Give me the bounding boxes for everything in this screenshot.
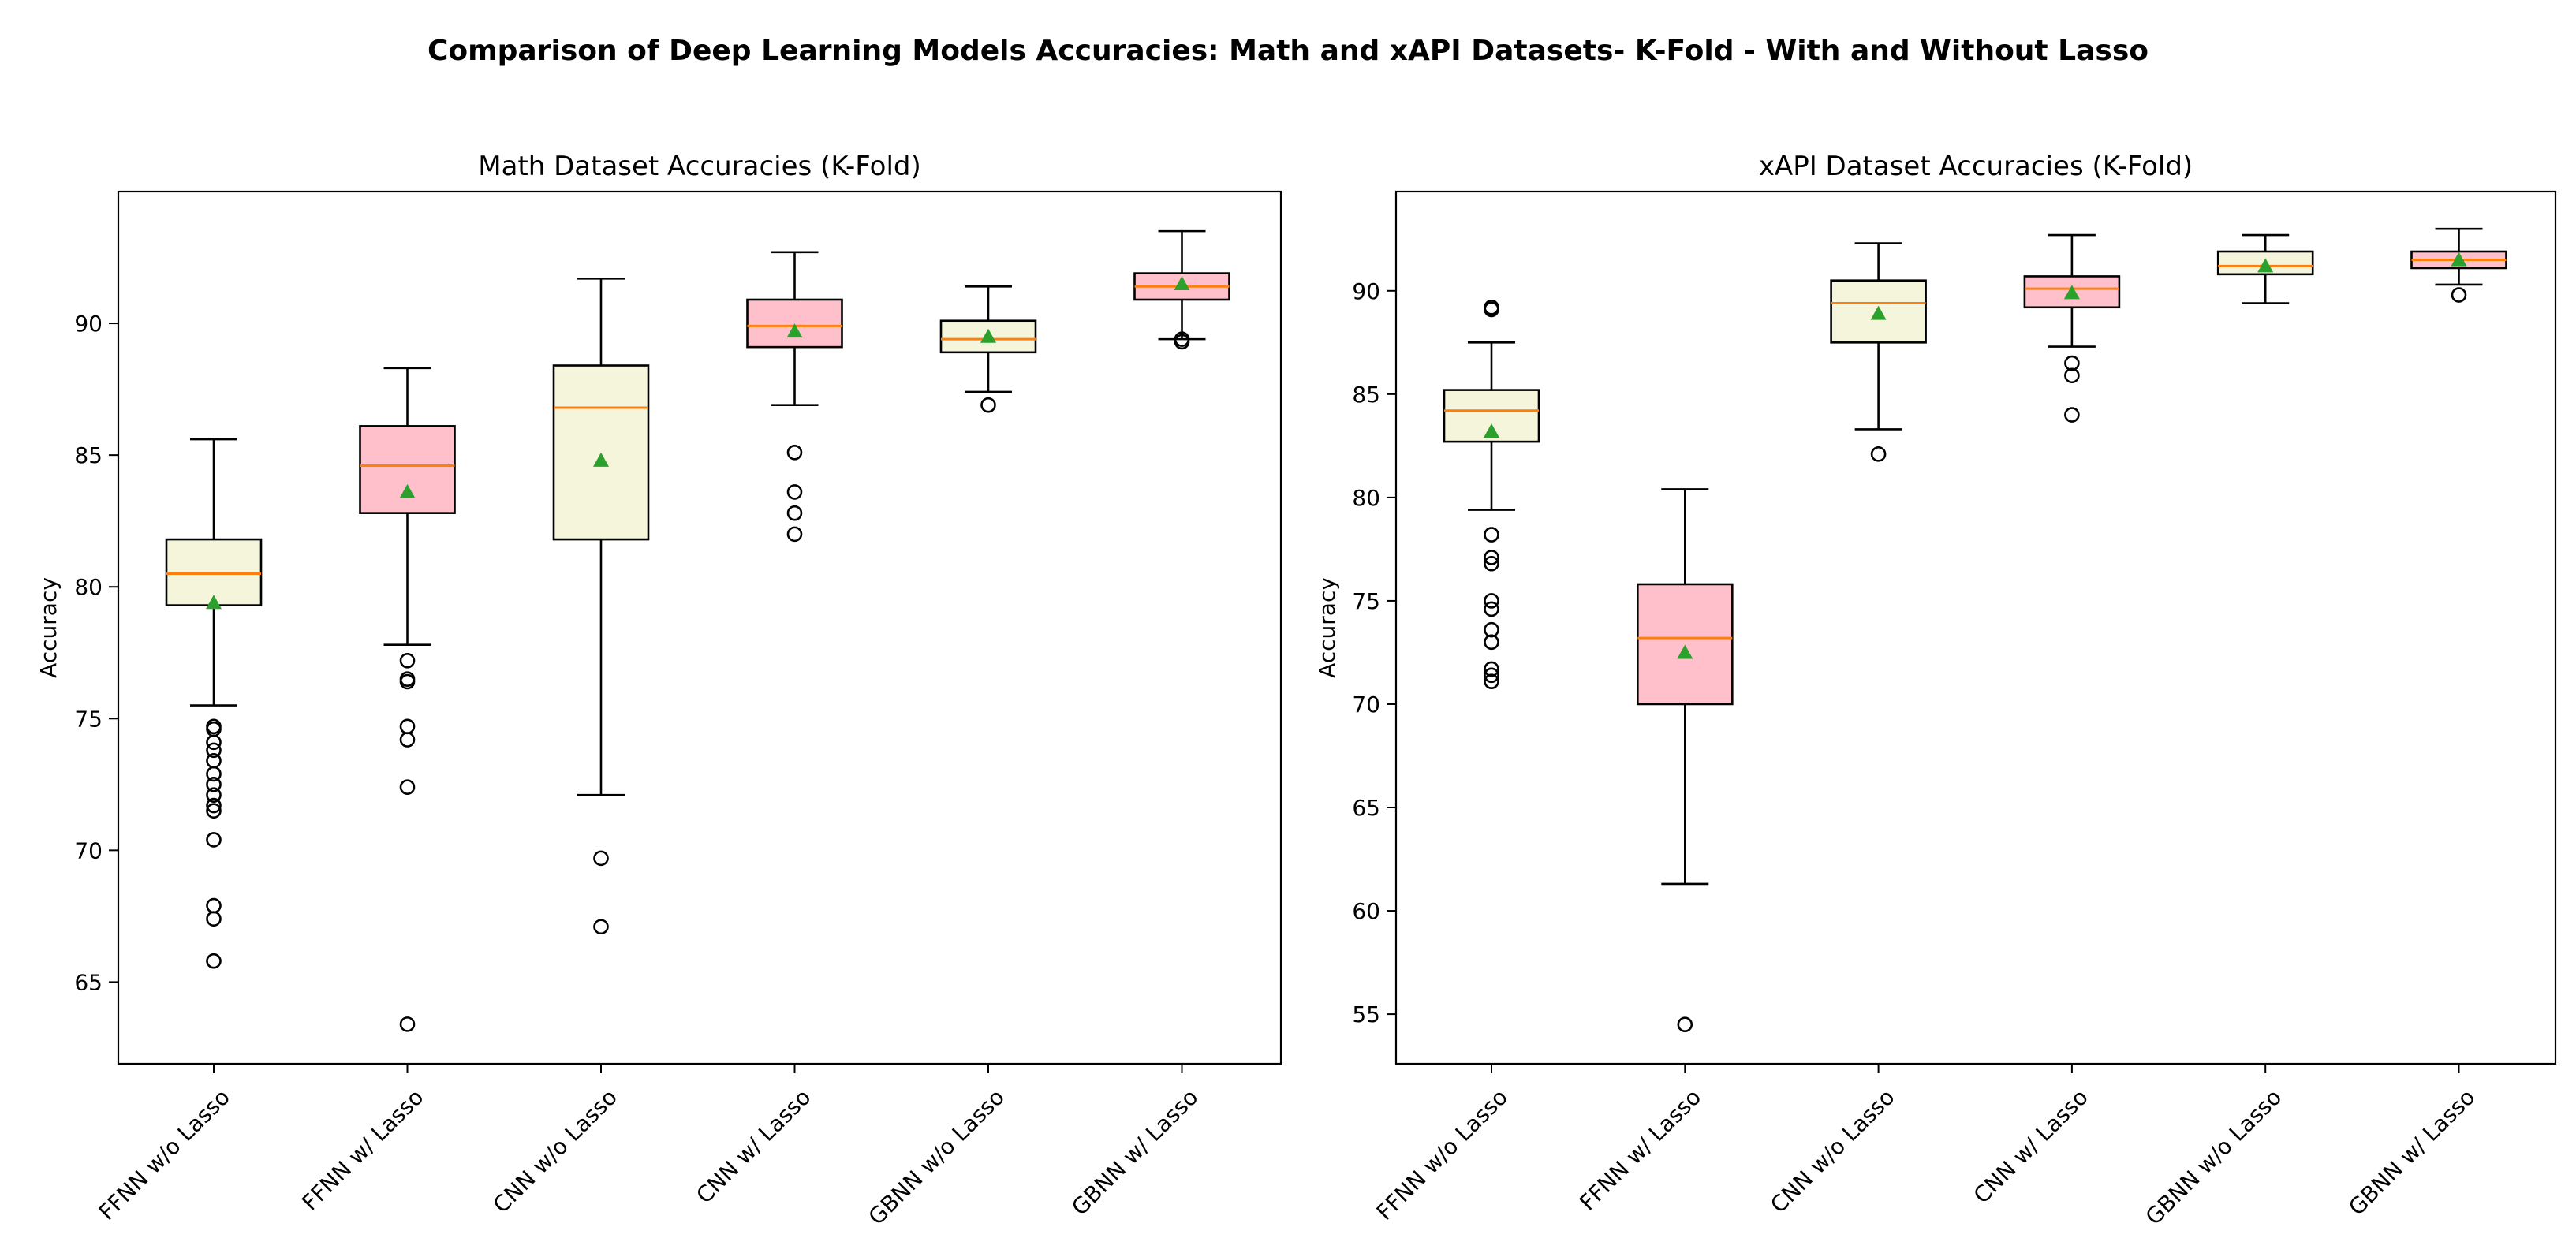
xapi-outlier-point	[2064, 407, 2080, 423]
xapi-x-tick-label: CNN w/o Lasso	[1765, 1084, 1899, 1218]
xapi-x-tick-label: CNN w/ Lasso	[1969, 1084, 2093, 1209]
math-plot-area	[117, 190, 1282, 1065]
xapi-outlier-point	[1484, 667, 1499, 684]
xapi-outlier-point	[1484, 601, 1499, 617]
math-outlier-point	[206, 911, 222, 927]
xapi-y-tick-label: 55	[1352, 1001, 1380, 1027]
xapi-mean-marker	[1677, 644, 1693, 659]
math-y-tick-label: 75	[74, 706, 103, 732]
xapi-box	[1830, 279, 1927, 344]
math-outlier-point	[206, 777, 222, 792]
xapi-outlier-point	[1870, 446, 1887, 462]
math-x-tick-label: FFNN w/ Lasso	[297, 1084, 428, 1216]
xapi-outlier-point	[1677, 1016, 1693, 1033]
xapi-outlier-point	[2451, 287, 2467, 303]
xapi-y-tick-label: 80	[1352, 485, 1380, 511]
math-mean-marker	[593, 452, 609, 467]
math-outlier-point	[593, 919, 609, 935]
xapi-mean-marker	[2063, 285, 2080, 300]
xapi-y-tick-label: 75	[1352, 588, 1380, 614]
math-x-tick-label: FFNN w/o Lasso	[94, 1084, 235, 1225]
math-outlier-point	[786, 526, 803, 543]
math-outlier-point	[206, 787, 222, 803]
math-y-tick-label: 90	[74, 311, 103, 337]
xapi-plot-area	[1394, 190, 2557, 1065]
math-outlier-point	[399, 652, 416, 669]
math-outlier-point	[206, 803, 222, 819]
xapi-y-tick-label: 60	[1352, 898, 1380, 924]
xapi-y-axis-label: Accuracy	[1314, 577, 1340, 678]
math-mean-marker	[980, 328, 996, 343]
math-chart-title: Math Dataset Accuracies (K-Fold)	[478, 151, 921, 182]
math-x-tick-label: GBNN w/ Lasso	[1066, 1084, 1203, 1221]
xapi-x-tick-label: FFNN w/ Lasso	[1574, 1084, 1706, 1216]
math-outlier-point	[206, 953, 222, 969]
math-plot-marks: 65 70 75 80 85 90 FFNN w/o Lasso FFNN w/ Lasso C…	[74, 229, 1230, 1230]
math-chart: Math Dataset Accuracies (K-Fold) Accurac…	[35, 151, 1282, 1230]
math-box	[359, 425, 456, 514]
math-y-tick-label: 80	[74, 574, 103, 600]
math-outlier-point	[399, 1016, 416, 1032]
xapi-outlier-point	[1484, 527, 1499, 543]
math-outlier-point	[399, 779, 416, 795]
math-y-axis-label: Accuracy	[35, 577, 62, 678]
math-box	[746, 298, 843, 349]
math-mean-marker	[786, 323, 803, 338]
xapi-y-tick-label: 70	[1352, 692, 1380, 718]
xapi-chart-title: xAPI Dataset Accuracies (K-Fold)	[1759, 151, 2193, 182]
xapi-mean-marker	[1484, 423, 1499, 438]
math-outlier-point	[786, 484, 803, 500]
math-outlier-point	[399, 673, 416, 690]
math-mean-marker	[206, 595, 222, 610]
xapi-plot-marks: 55 60 65 70 75 80 85 90 FFNN w/o Lasso FFNN w/ La…	[1352, 227, 2507, 1230]
math-outlier-point	[206, 734, 222, 751]
math-outlier-point	[206, 897, 222, 914]
xapi-x-tick-label: GBNN w/o Lasso	[2141, 1084, 2287, 1230]
math-y-tick-label: 70	[74, 837, 103, 863]
math-outlier-point	[786, 505, 803, 521]
xapi-mean-marker	[2451, 252, 2467, 267]
xapi-y-tick-label: 85	[1352, 382, 1380, 408]
math-mean-marker	[1174, 275, 1190, 290]
math-mean-marker	[399, 483, 416, 498]
math-outlier-point	[206, 797, 222, 814]
xapi-outlier-point	[2064, 367, 2080, 384]
math-x-tick-label: CNN w/ Lasso	[691, 1084, 816, 1209]
xapi-outlier-point	[1484, 593, 1499, 609]
xapi-outlier-point	[1484, 301, 1499, 318]
math-outlier-point	[206, 832, 222, 848]
math-outlier-point	[1174, 334, 1190, 350]
math-outlier-point	[399, 732, 416, 748]
xapi-mean-marker	[2257, 258, 2274, 273]
math-outlier-point	[980, 397, 996, 413]
math-outlier-point	[593, 850, 609, 867]
math-y-tick-label: 65	[74, 969, 103, 995]
xapi-x-tick-label: FFNN w/o Lasso	[1372, 1084, 1513, 1225]
xapi-mean-marker	[1870, 305, 1887, 320]
math-outlier-point	[399, 718, 416, 735]
xapi-outlier-point	[1484, 550, 1499, 565]
xapi-chart: xAPI Dataset Accuracies (K-Fold) Accurac…	[1314, 151, 2557, 1230]
xapi-y-tick-label: 90	[1352, 278, 1380, 304]
xapi-outlier-point	[1484, 634, 1499, 651]
math-box	[552, 364, 650, 541]
figure-title: Comparison of Deep Learning Models Accur…	[427, 35, 2149, 67]
math-outlier-point	[206, 742, 222, 759]
xapi-y-tick-label: 65	[1352, 795, 1380, 821]
xapi-box	[1637, 583, 1734, 706]
math-x-tick-label: GBNN w/o Lasso	[864, 1084, 1010, 1230]
math-y-tick-label: 85	[74, 442, 103, 468]
xapi-x-tick-label: GBNN w/ Lasso	[2343, 1084, 2480, 1221]
math-outlier-point	[786, 444, 803, 461]
math-x-tick-label: CNN w/o Lasso	[488, 1084, 622, 1218]
xapi-outlier-point	[1484, 673, 1499, 689]
xapi-outlier-point	[1484, 555, 1499, 572]
math-outlier-point	[206, 766, 222, 782]
